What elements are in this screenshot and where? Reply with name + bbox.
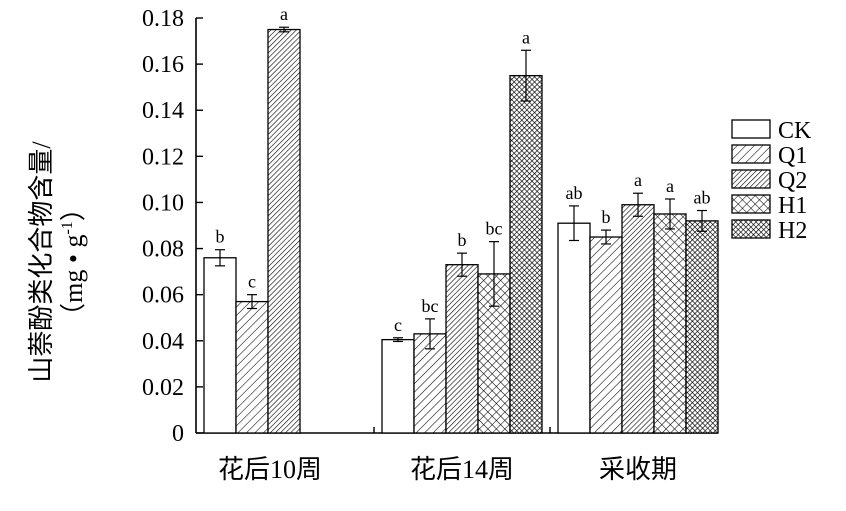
bar bbox=[381, 338, 415, 434]
legend-swatch bbox=[731, 169, 771, 189]
plot-area: 0 0.02 0.04 0.06 0.08 0.10 0.12 0.14 0.16 0.18 花后1… bbox=[142, 4, 719, 484]
y-axis-title-line1: 山萘酚类化合物含量/ bbox=[27, 141, 56, 383]
legend-label: Q1 bbox=[778, 143, 807, 169]
significance-letter: a bbox=[522, 27, 530, 47]
bar bbox=[621, 204, 655, 434]
bar bbox=[509, 74, 543, 434]
y-axis-title: 山萘酚类化合物含量/ （mg • g-1） bbox=[27, 141, 88, 383]
y-tick-label: 0.10 bbox=[142, 190, 184, 216]
y-tick-label: 0.12 bbox=[142, 144, 184, 170]
y-tick-label: 0.04 bbox=[142, 329, 184, 355]
significance-letter: b bbox=[458, 230, 467, 250]
significance-letter: b bbox=[216, 227, 225, 247]
y-tick-label: 0 bbox=[172, 421, 184, 447]
significance-letter: ab bbox=[566, 183, 583, 203]
significance-letter: c bbox=[394, 315, 402, 335]
significance-letter: b bbox=[602, 207, 611, 227]
legend-swatch bbox=[731, 144, 771, 164]
y-tick-label: 0.14 bbox=[142, 98, 184, 124]
significance-letter: a bbox=[634, 170, 642, 190]
bar bbox=[445, 264, 479, 434]
x-category-label: 花后14周 bbox=[410, 455, 514, 484]
x-category-label: 花后10周 bbox=[218, 455, 322, 484]
bar bbox=[557, 222, 591, 434]
y-axis-title-line2: （mg • g-1） bbox=[59, 195, 88, 329]
y-axis-unit-exponent: -1 bbox=[59, 221, 76, 234]
significance-letter: ab bbox=[694, 188, 711, 208]
legend-label: H1 bbox=[778, 193, 807, 219]
significance-letter: bc bbox=[486, 219, 503, 239]
significance-letter: a bbox=[666, 176, 674, 196]
significance-letter: a bbox=[280, 4, 288, 24]
bar bbox=[267, 28, 301, 434]
bar bbox=[685, 220, 719, 434]
bar bbox=[203, 257, 237, 434]
legend-label: CK bbox=[778, 118, 812, 144]
y-tick-label: 0.02 bbox=[142, 375, 184, 401]
significance-letter: bc bbox=[422, 296, 439, 316]
y-tick-label: 0.16 bbox=[142, 52, 184, 78]
legend-swatch bbox=[731, 194, 771, 214]
bar bbox=[413, 333, 447, 434]
y-axis-unit-close: ） bbox=[59, 195, 88, 221]
bar bbox=[235, 300, 269, 434]
legend-swatch bbox=[731, 219, 771, 239]
legend-label: H2 bbox=[778, 218, 807, 244]
y-tick-label: 0.06 bbox=[142, 283, 184, 309]
bar bbox=[653, 213, 687, 434]
y-axis-unit: （mg • g bbox=[59, 235, 88, 329]
y-tick-label: 0.08 bbox=[142, 237, 184, 263]
legend-swatch bbox=[731, 119, 771, 139]
y-tick-label: 0.18 bbox=[142, 6, 184, 32]
x-category-label: 采收期 bbox=[599, 455, 677, 484]
bar bbox=[589, 236, 623, 434]
significance-letter: c bbox=[248, 272, 256, 292]
legend-label: Q2 bbox=[778, 168, 807, 194]
